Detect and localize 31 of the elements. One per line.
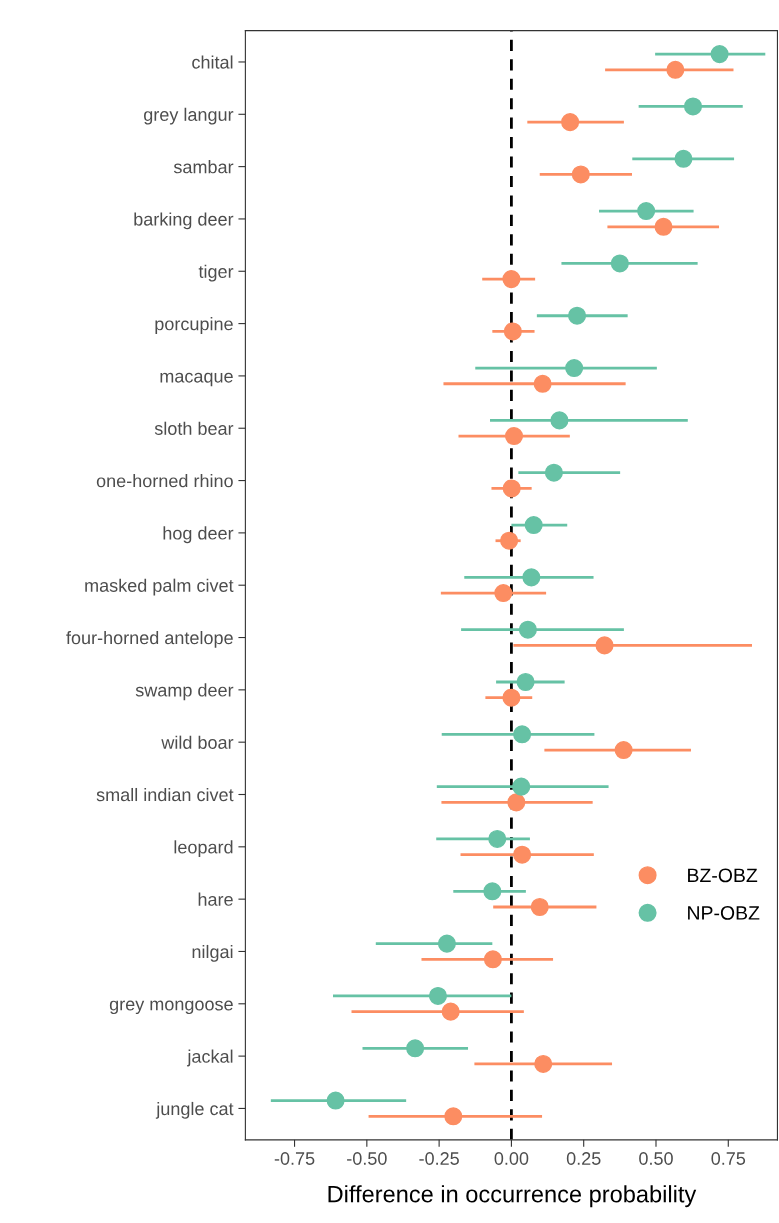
y-tick-label: jungle cat: [155, 1101, 234, 1119]
legend-label: BZ-OBZ: [688, 868, 758, 883]
y-tick-label: hare: [198, 892, 233, 906]
x-tick-label: -0.75: [274, 1152, 315, 1165]
x-tick-label: -0.50: [347, 1152, 387, 1165]
y-tick-label: sambar: [173, 160, 234, 174]
y-tick-label: small indian civet: [96, 787, 234, 802]
y-tick-label: swamp deer: [135, 683, 234, 701]
y-tick-label: grey mongoose: [109, 1000, 233, 1015]
x-axis-title: Difference in occurrence probability: [328, 1185, 697, 1208]
y-tick-label: grey langur: [144, 107, 234, 125]
y-tick-label: four-horned antelope: [66, 630, 233, 648]
y-tick-label: jackal: [186, 1049, 233, 1067]
x-tick-label: 0.50: [639, 1152, 673, 1165]
y-tick-label: tiger: [198, 264, 234, 282]
x-tick-label: -0.25: [419, 1152, 459, 1165]
y-tick-label: barking deer: [134, 212, 234, 230]
y-tick-label: macaque: [160, 372, 233, 387]
y-tick-label: leopard: [174, 840, 233, 858]
y-tick-label: sloth bear: [154, 421, 234, 435]
y-tick-label: chital: [192, 55, 233, 69]
y-tick-label: masked palm civet: [85, 578, 234, 596]
y-tick-label: one-horned rhino: [96, 474, 233, 488]
y-tick-label: hog deer: [163, 526, 234, 544]
x-tick-label: 0.25: [566, 1152, 601, 1165]
y-tick-label: wild boar: [161, 735, 234, 749]
y-tick-label: porcupine: [155, 317, 233, 334]
legend-label: NP-OBZ: [688, 906, 760, 920]
x-tick-label: 0.75: [711, 1152, 746, 1165]
y-tick-label: nilgai: [192, 944, 233, 962]
x-tick-label: 0.00: [494, 1152, 529, 1165]
